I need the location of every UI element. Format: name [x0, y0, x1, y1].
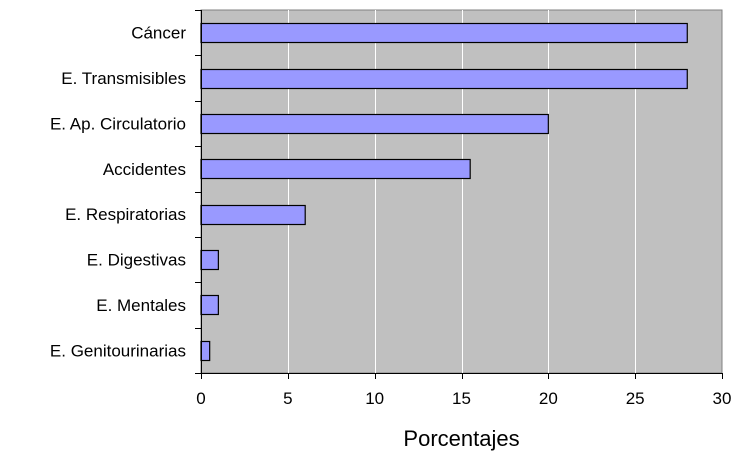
category-labels: Cáncer E. Transmisibles E. Ap. Circulatori…: [50, 24, 186, 361]
plot-area: [200, 9, 723, 374]
x-tick-label: 0: [196, 389, 205, 408]
bar-4: [200, 158, 471, 180]
category-label: E. Genitourinarias: [50, 341, 186, 360]
category-label: E. Respiratorias: [65, 205, 186, 224]
x-tick-label: 30: [713, 389, 732, 408]
bar-7: [200, 294, 219, 316]
bar-2: [200, 68, 688, 90]
bars: [200, 22, 688, 362]
x-tick-label: 10: [365, 389, 384, 408]
bar-6: [200, 249, 219, 271]
bar-5: [200, 204, 306, 226]
x-tick-label: 25: [626, 389, 645, 408]
category-label: E. Transmisibles: [61, 69, 186, 88]
tick-labels: 0 5 10 15 20 25 30: [196, 389, 731, 408]
x-axis-title: Porcentajes: [403, 426, 519, 451]
axes: [195, 10, 723, 379]
category-label: Accidentes: [103, 160, 186, 179]
category-label: E. Mentales: [96, 296, 186, 315]
x-tick-label: 15: [452, 389, 471, 408]
category-label: E. Ap. Circulatorio: [50, 114, 186, 133]
category-label: Cáncer: [131, 24, 186, 43]
x-tick-label: 20: [539, 389, 558, 408]
x-tick-label: 5: [283, 389, 292, 408]
bar-8: [200, 340, 211, 362]
bar-3: [200, 113, 549, 135]
bar-1: [200, 22, 688, 44]
category-label: E. Digestivas: [87, 251, 186, 270]
